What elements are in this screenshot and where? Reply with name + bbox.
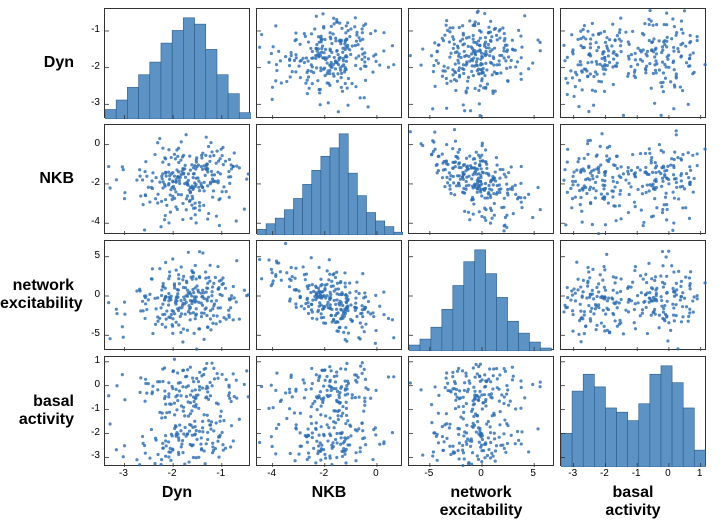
y-tick-label: 0 — [80, 289, 100, 300]
x-axis-label: NKB — [256, 484, 402, 502]
scatter-panel — [560, 240, 706, 350]
y-tick-label: 5 — [80, 250, 100, 261]
row-label: networkexcitability — [0, 277, 74, 312]
y-tick-label: -3 — [80, 97, 100, 108]
x-tick-label: -5 — [424, 468, 433, 479]
x-tick-label: 0 — [478, 468, 484, 479]
row-label: Dyn — [0, 54, 74, 72]
histogram-panel — [408, 240, 554, 350]
x-tick-label: -2 — [600, 468, 609, 479]
histogram-panel — [104, 8, 250, 118]
y-tick-label: -1 — [80, 24, 100, 35]
x-axis-label: basalactivity — [560, 484, 706, 519]
y-tick-label: -1 — [80, 403, 100, 414]
scatter-panel — [560, 8, 706, 118]
scatter-panel — [104, 240, 250, 350]
histogram-panel — [560, 356, 706, 466]
y-tick-label: -4 — [80, 216, 100, 227]
x-tick-label: 1 — [697, 468, 703, 479]
scatter-panel — [256, 240, 402, 350]
y-tick-label: -2 — [80, 177, 100, 188]
y-tick-label: 0 — [80, 379, 100, 390]
scatter-panel — [256, 8, 402, 118]
scatter-panel — [408, 356, 554, 466]
x-tick-label: -2 — [319, 468, 328, 479]
y-tick-label: -2 — [80, 61, 100, 72]
x-axis-label: networkexcitability — [408, 484, 554, 519]
y-tick-label: 0 — [80, 138, 100, 149]
scatter-matrix-figure: -3 -2 -1 -4 -2 0 -5 0 5 -3 -2 -1 0 1 Dyn NKB networkexci… — [0, 0, 724, 527]
x-tick-label: -1 — [632, 468, 641, 479]
x-tick-label: -1 — [216, 468, 225, 479]
x-tick-label: -3 — [119, 468, 128, 479]
y-tick-label: 1 — [80, 355, 100, 366]
scatter-panel — [104, 356, 250, 466]
row-label: NKB — [0, 170, 74, 188]
y-tick-label: -5 — [80, 328, 100, 339]
y-tick-label: -2 — [80, 427, 100, 438]
x-tick-label: 0 — [665, 468, 671, 479]
histogram-panel — [256, 124, 402, 234]
scatter-panel — [408, 8, 554, 118]
x-tick-label: 0 — [373, 468, 379, 479]
x-tick-label: -3 — [568, 468, 577, 479]
y-tick-label: -3 — [80, 450, 100, 461]
row-label: basalactivity — [0, 393, 74, 428]
x-tick-label: 5 — [530, 468, 536, 479]
scatter-panel — [408, 124, 554, 234]
x-tick-label: -2 — [168, 468, 177, 479]
scatter-panel — [256, 356, 402, 466]
x-tick-label: -4 — [267, 468, 276, 479]
x-axis-label: Dyn — [104, 484, 250, 502]
scatter-panel — [104, 124, 250, 234]
scatter-panel — [560, 124, 706, 234]
